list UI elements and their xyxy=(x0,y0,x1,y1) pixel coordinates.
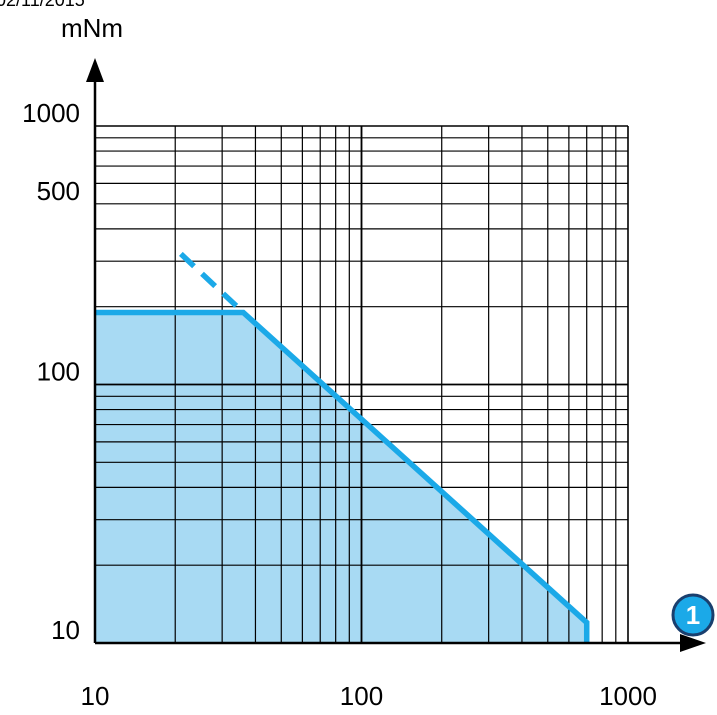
y-tick-labels: 10 100 500 1000 xyxy=(22,98,80,645)
marker-circle xyxy=(671,593,715,637)
x-tick-label: 10 xyxy=(81,681,110,711)
marker-badge: 1 xyxy=(671,593,715,637)
x-tick-labels: 10 100 1000 xyxy=(81,681,657,711)
x-tick-label: 1000 xyxy=(599,681,657,711)
grid xyxy=(94,125,629,644)
y-tick-label: 100 xyxy=(37,357,80,387)
y-tick-label: 500 xyxy=(37,176,80,206)
y-axis-title: mNm xyxy=(61,13,123,43)
operating-area-fill xyxy=(95,312,587,643)
area-fill-0 xyxy=(95,312,587,643)
y-axis-arrow-icon xyxy=(86,58,104,82)
marker-label: 1 xyxy=(686,600,700,630)
x-axis-arrow-icon xyxy=(680,634,706,652)
header-date: 02/11/2015 xyxy=(0,0,85,10)
series-layer xyxy=(95,251,590,643)
torque-limit-line xyxy=(95,309,590,643)
axes xyxy=(86,58,706,652)
dashed-extension-line xyxy=(178,251,246,315)
y-tick-label: 10 xyxy=(51,615,80,645)
x-tick-label: 100 xyxy=(340,681,383,711)
y-tick-label: 1000 xyxy=(22,98,80,128)
